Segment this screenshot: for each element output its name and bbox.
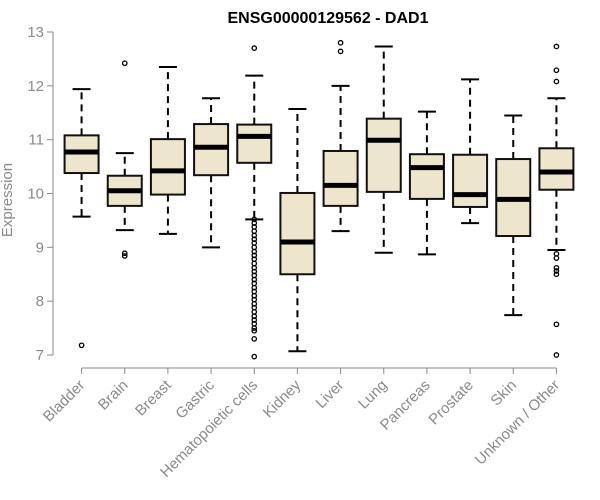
y-axis: 7 8 9 10 11 12 13 [27,24,54,364]
outlier-point [121,253,128,259]
outlier-point [121,60,128,67]
outlier-point [553,271,560,278]
y-axis-label: Expression [0,163,16,237]
box-group [236,45,273,360]
box-group [408,110,445,256]
outlier-point [553,43,560,50]
outlier-point [337,48,344,55]
box-group [365,45,402,254]
x-tick-label: Brain [95,377,132,414]
box-body [408,153,445,200]
outlier-point [553,268,560,274]
y-tick-label: 9 [36,239,44,256]
x-tick-label: Breast [132,376,175,419]
box-group [106,60,143,259]
box-group [63,88,100,349]
box-group [538,43,575,358]
box-group [149,65,186,235]
y-tick-label: 10 [27,186,44,203]
chart-title: ENSG00000129562 - DAD1 [227,10,428,27]
outlier-point [553,321,560,328]
outlier-point [553,255,560,261]
box-group [322,39,359,233]
outlier-point [251,45,258,52]
boxes-layer [63,39,575,360]
outlier-point [121,250,128,257]
outlier-point [553,67,560,74]
x-tick-label: Lung [355,377,391,413]
outlier-point [251,335,258,342]
box-body [365,117,402,193]
outlier-point [553,352,560,358]
outlier-point [78,342,85,349]
outlier-point [251,327,258,334]
box-body [279,191,316,276]
outlier-point [337,39,344,46]
box-body [322,149,359,207]
outlier-point [251,353,258,360]
x-tick-label: Prostate [425,377,477,429]
box-body [538,147,575,191]
outlier-point [553,264,560,271]
y-tick-label: 8 [36,293,44,310]
outlier-point [553,78,560,85]
box-body [149,138,186,196]
x-tick-label: Bladder [40,377,89,426]
y-tick-label: 11 [28,132,44,149]
y-tick-label: 13 [27,24,44,41]
x-tick-label: Kidney [260,376,305,421]
box-group [495,114,532,317]
box-body [236,123,273,164]
box-group [279,107,316,353]
box-group [452,78,489,225]
box-body [452,153,489,208]
x-tick-label: Liver [312,377,347,412]
y-tick-label: 12 [27,78,44,95]
outlier-point [251,325,258,331]
x-tick-label: Skin [487,377,520,410]
box-group [193,97,230,249]
y-tick-label: 7 [36,347,44,364]
